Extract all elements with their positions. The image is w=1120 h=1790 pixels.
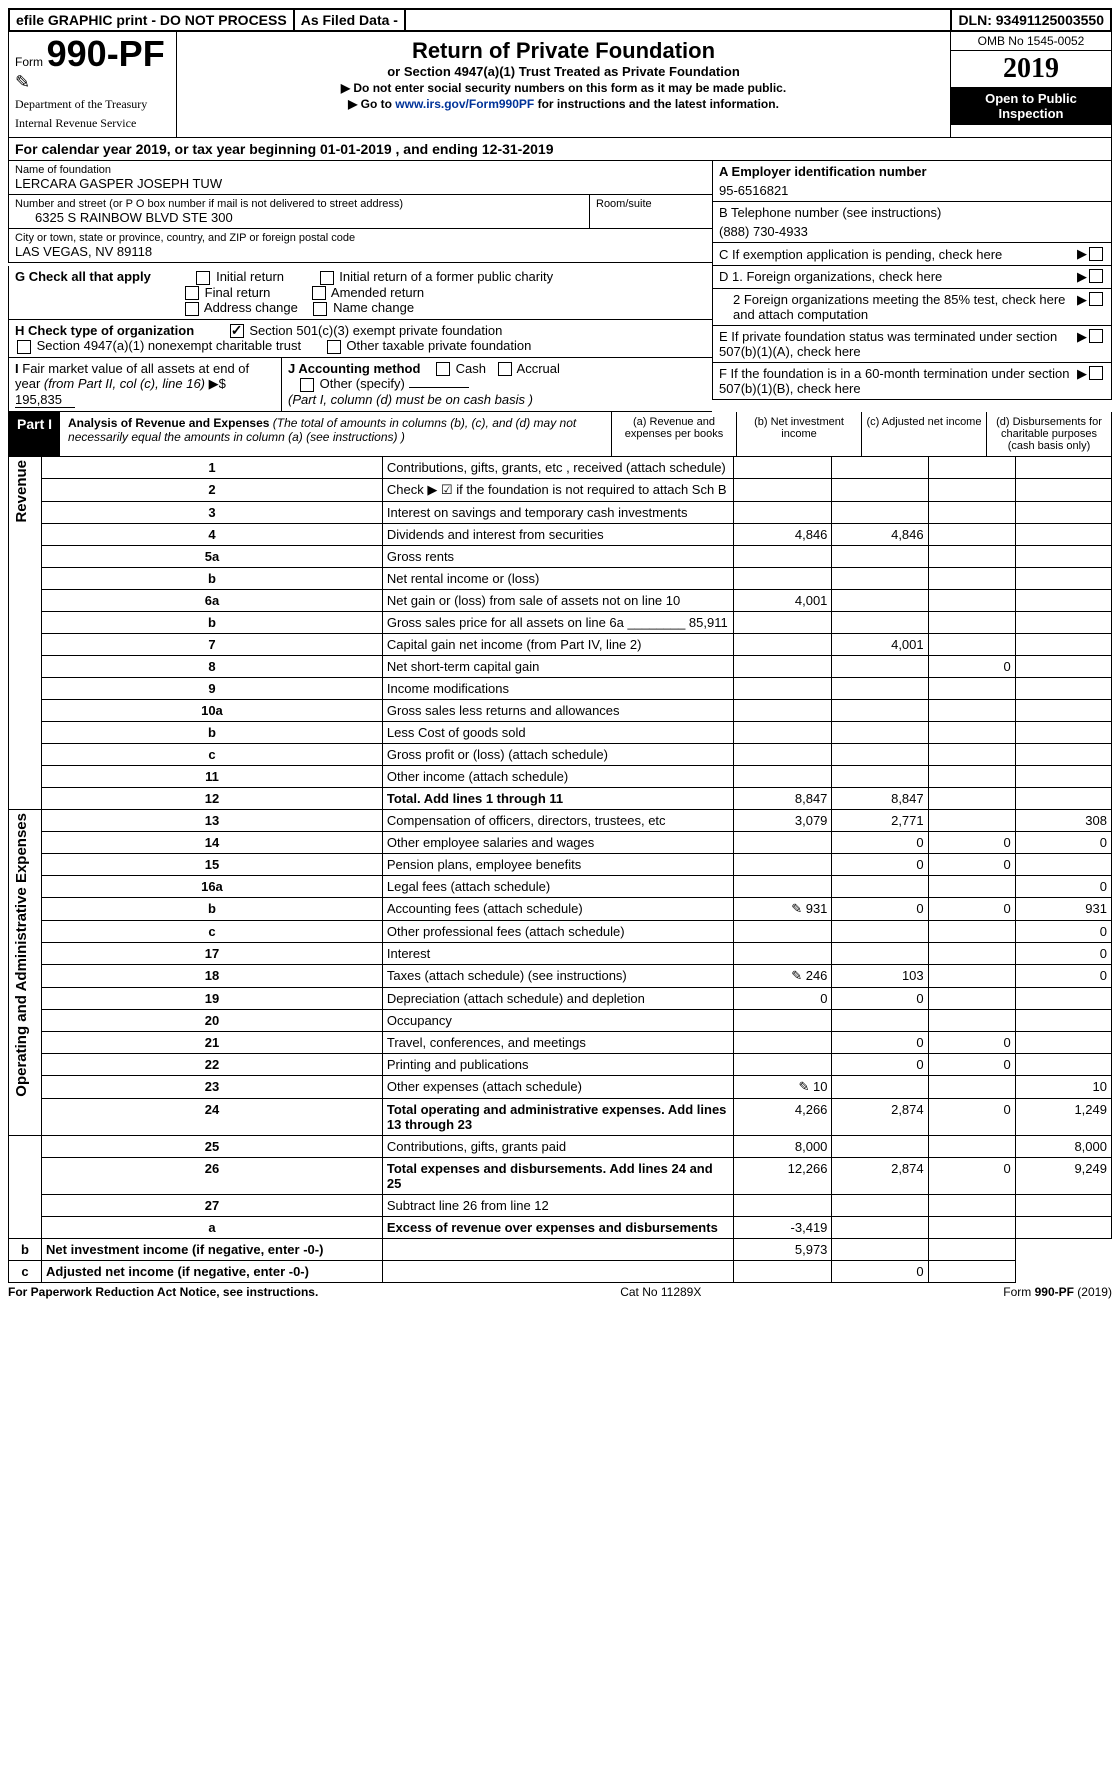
box-c-checkbox[interactable] — [1089, 247, 1103, 261]
form-id-box: Form 990-PF ✎ Department of the Treasury… — [9, 32, 177, 137]
foundation-city: LAS VEGAS, NV 89118 — [15, 244, 706, 259]
form-title: Return of Private Foundation — [181, 38, 946, 64]
top-bar: efile GRAPHIC print - DO NOT PROCESS As … — [8, 8, 1112, 32]
form-header: Form 990-PF ✎ Department of the Treasury… — [8, 32, 1112, 138]
part1-table: Revenue1Contributions, gifts, grants, et… — [8, 457, 1112, 1283]
fmv-value: 195,835 — [15, 392, 75, 408]
tax-year: 2019 — [951, 51, 1111, 87]
efile-label: efile GRAPHIC print - DO NOT PROCESS — [10, 10, 295, 30]
foundation-address: 6325 S RAINBOW BLVD STE 300 — [15, 210, 583, 225]
form-number: 990-PF — [47, 33, 165, 74]
foundation-name: LERCARA GASPER JOSEPH TUW — [15, 176, 706, 191]
inspection-badge: Open to Public Inspection — [951, 87, 1111, 125]
form-meta-box: OMB No 1545-0052 2019 Open to Public Ins… — [950, 32, 1111, 137]
options-section: G Check all that apply Initial return In… — [8, 266, 1112, 412]
omb-number: OMB No 1545-0052 — [951, 32, 1111, 51]
form-title-box: Return of Private Foundation or Section … — [177, 32, 950, 137]
irs-link[interactable]: www.irs.gov/Form990PF — [395, 97, 534, 111]
identity-section: Name of foundation LERCARA GASPER JOSEPH… — [8, 161, 1112, 266]
telephone: (888) 730-4933 — [719, 220, 1105, 239]
ein: 95-6516821 — [719, 179, 1105, 198]
asfiled-label: As Filed Data - — [295, 10, 406, 30]
page-footer: For Paperwork Reduction Act Notice, see … — [8, 1283, 1112, 1299]
dln-label: DLN: 93491125003550 — [952, 10, 1110, 30]
calendar-year-line: For calendar year 2019, or tax year begi… — [8, 138, 1112, 161]
501c3-checkbox[interactable] — [230, 324, 244, 338]
part1-header: Part I Analysis of Revenue and Expenses … — [8, 412, 1112, 457]
